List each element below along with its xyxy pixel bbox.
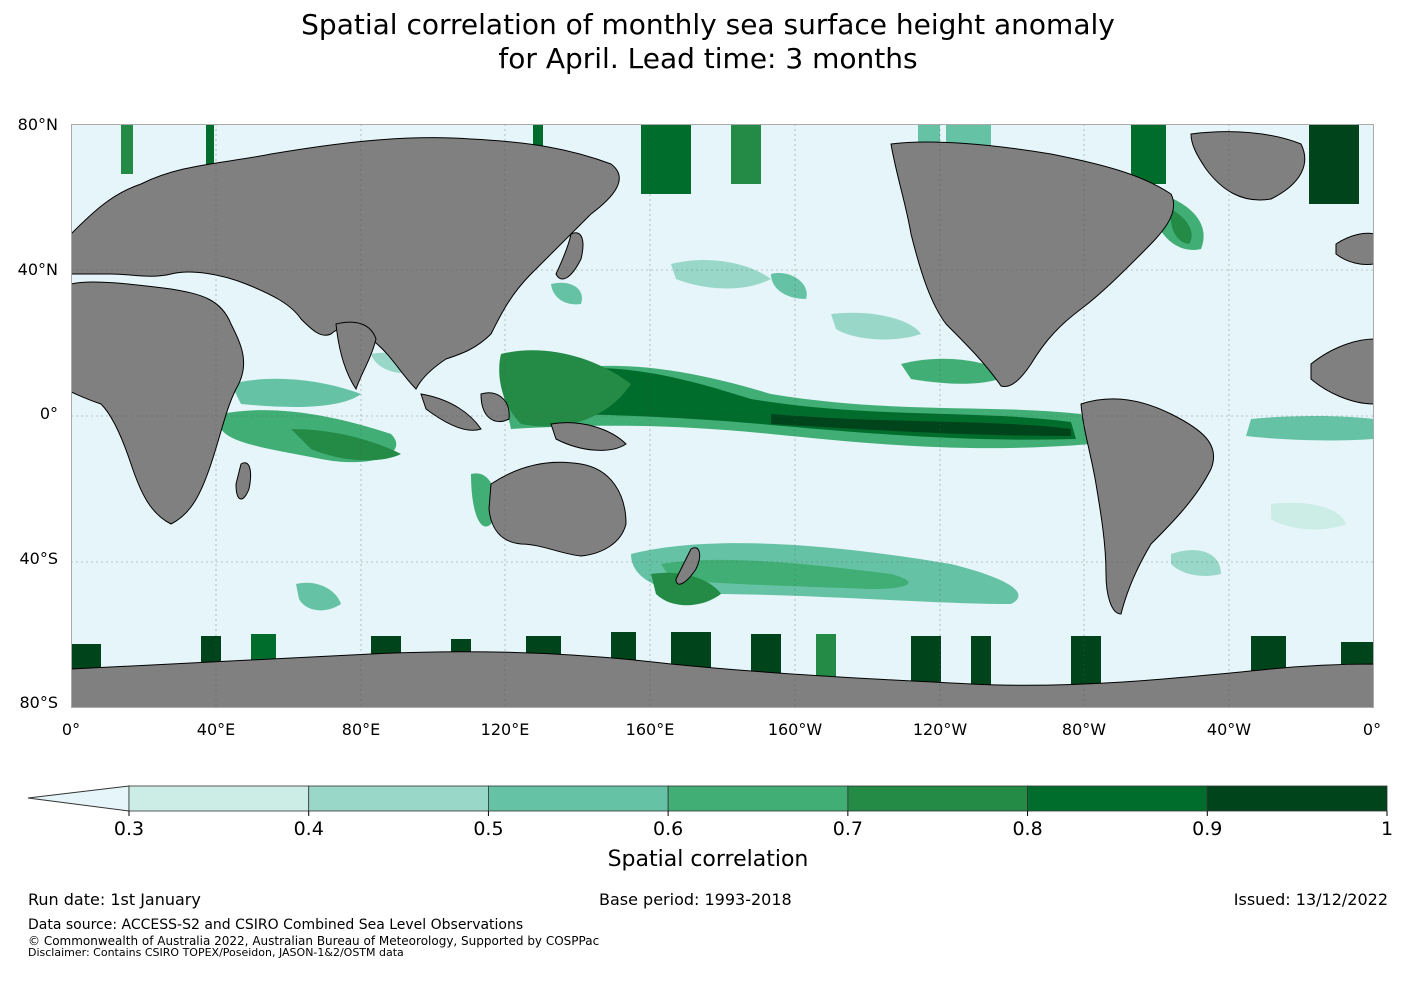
colorbar-segment xyxy=(1206,785,1388,812)
copyright: © Commonwealth of Australia 2022, Austra… xyxy=(28,934,600,948)
map-canvas xyxy=(71,124,1374,708)
lon-label-80w: 80°W xyxy=(1061,720,1107,739)
colorbar-segment xyxy=(488,785,669,812)
issued-date: Issued: 13/12/2022 xyxy=(1233,890,1388,909)
indonesia-land xyxy=(420,393,482,431)
base-period: Base period: 1993-2018 xyxy=(599,890,792,909)
lat-label-80s: 80°S xyxy=(19,693,58,712)
colorbar-tick-label: 0.4 xyxy=(294,818,324,840)
australia-land xyxy=(488,461,627,557)
antarctica-land xyxy=(71,651,1374,708)
colorbar-tick-label: 0.3 xyxy=(114,818,144,840)
colorbar-tick-label: 0.9 xyxy=(1192,818,1222,840)
lon-label-160e: 160°E xyxy=(625,720,675,739)
eurasia-land xyxy=(71,137,620,390)
run-date: Run date: 1st January xyxy=(28,890,201,909)
lon-label-160w: 160°W xyxy=(767,720,823,739)
map-panel xyxy=(71,124,1374,708)
lon-label-120e: 120°E xyxy=(480,720,530,739)
colorbar-segment xyxy=(667,785,849,812)
map-frame xyxy=(71,124,1374,708)
colorbar-segment xyxy=(308,785,489,812)
new-zealand-land xyxy=(675,547,701,585)
colorbar-tick-label: 0.5 xyxy=(473,818,503,840)
colorbar-title: Spatial correlation xyxy=(607,847,809,872)
chart-title-line1: Spatial correlation of monthly sea surfa… xyxy=(301,8,1115,41)
africa-east-edge-land xyxy=(1310,338,1374,405)
colorbar-segment xyxy=(128,785,310,812)
disclaimer: Disclaimer: Contains CSIRO TOPEX/Poseido… xyxy=(28,946,404,959)
lon-label-120w: 120°W xyxy=(912,720,968,739)
greenland-land xyxy=(1190,131,1306,201)
colorbar-segments xyxy=(128,785,1388,812)
lat-label-40s: 40°S xyxy=(19,549,58,568)
europe-east-edge-land xyxy=(1335,232,1374,265)
colorbar-tick-label: 1 xyxy=(1381,818,1393,840)
colorbar-segment xyxy=(847,785,1028,812)
lat-label-0: 0° xyxy=(39,404,58,423)
colorbar-ticks: 0.3 0.4 0.5 0.6 0.7 0.8 0.9 1 xyxy=(114,811,1393,840)
new-guinea-land xyxy=(550,422,627,451)
colorbar-tick-label: 0.6 xyxy=(653,818,683,840)
north-america-land xyxy=(890,141,1175,388)
madagascar-land xyxy=(235,462,252,500)
india-land xyxy=(335,321,377,391)
colorbar-svg: 0.3 0.4 0.5 0.6 0.7 0.8 0.9 1 xyxy=(27,785,1393,840)
graticule xyxy=(71,124,1374,708)
land-masses xyxy=(71,131,1374,708)
lon-label-40w: 40°W xyxy=(1206,720,1252,739)
japan-land xyxy=(555,232,584,280)
chart-title-line2: for April. Lead time: 3 months xyxy=(498,42,918,75)
lon-label-80e: 80°E xyxy=(341,720,381,739)
colorbar-tick-label: 0.8 xyxy=(1012,818,1042,840)
data-source: Data source: ACCESS-S2 and CSIRO Combine… xyxy=(28,917,524,933)
colorbar: 0.3 0.4 0.5 0.6 0.7 0.8 0.9 1 xyxy=(0,780,1416,870)
colorbar-tick-label: 0.7 xyxy=(833,818,863,840)
colorbar-segment xyxy=(1027,785,1208,812)
colorbar-under-triangle xyxy=(27,785,130,812)
borneo-land xyxy=(480,392,510,423)
south-america-land xyxy=(1080,398,1215,615)
africa-land xyxy=(71,281,245,525)
lon-label-0-left: 0° xyxy=(61,720,81,739)
lon-label-0-right: 0° xyxy=(1362,720,1382,739)
correlation-field xyxy=(71,124,1374,696)
lon-label-40e: 40°E xyxy=(196,720,236,739)
lat-label-80n: 80°N xyxy=(17,115,58,134)
lat-label-40n: 40°N xyxy=(17,260,58,279)
chart-title: Spatial correlation of monthly sea surfa… xyxy=(0,8,1416,76)
